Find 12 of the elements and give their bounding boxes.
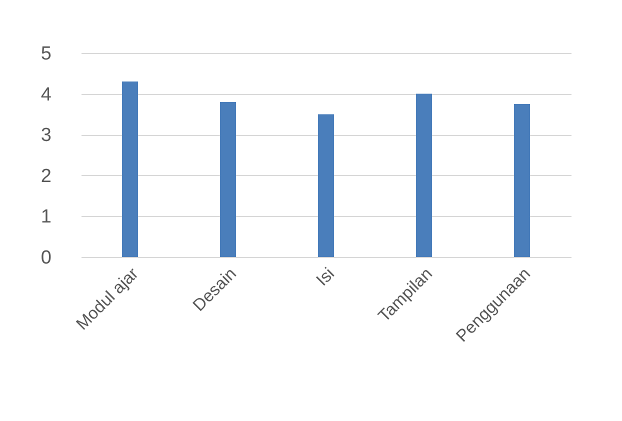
bar [318,114,334,257]
y-tick-label: 3 [40,125,52,146]
bar [122,82,138,257]
bar [220,102,236,257]
bar [514,104,530,257]
y-tick-label: 2 [40,166,52,187]
y-tick-label: 4 [40,84,52,106]
y-tick-label: 1 [40,206,52,228]
y-tick-label: 5 [40,44,52,64]
bar [416,94,432,257]
y-tick-label: 0 [40,248,52,268]
x-tick-label: Isi [312,264,338,290]
